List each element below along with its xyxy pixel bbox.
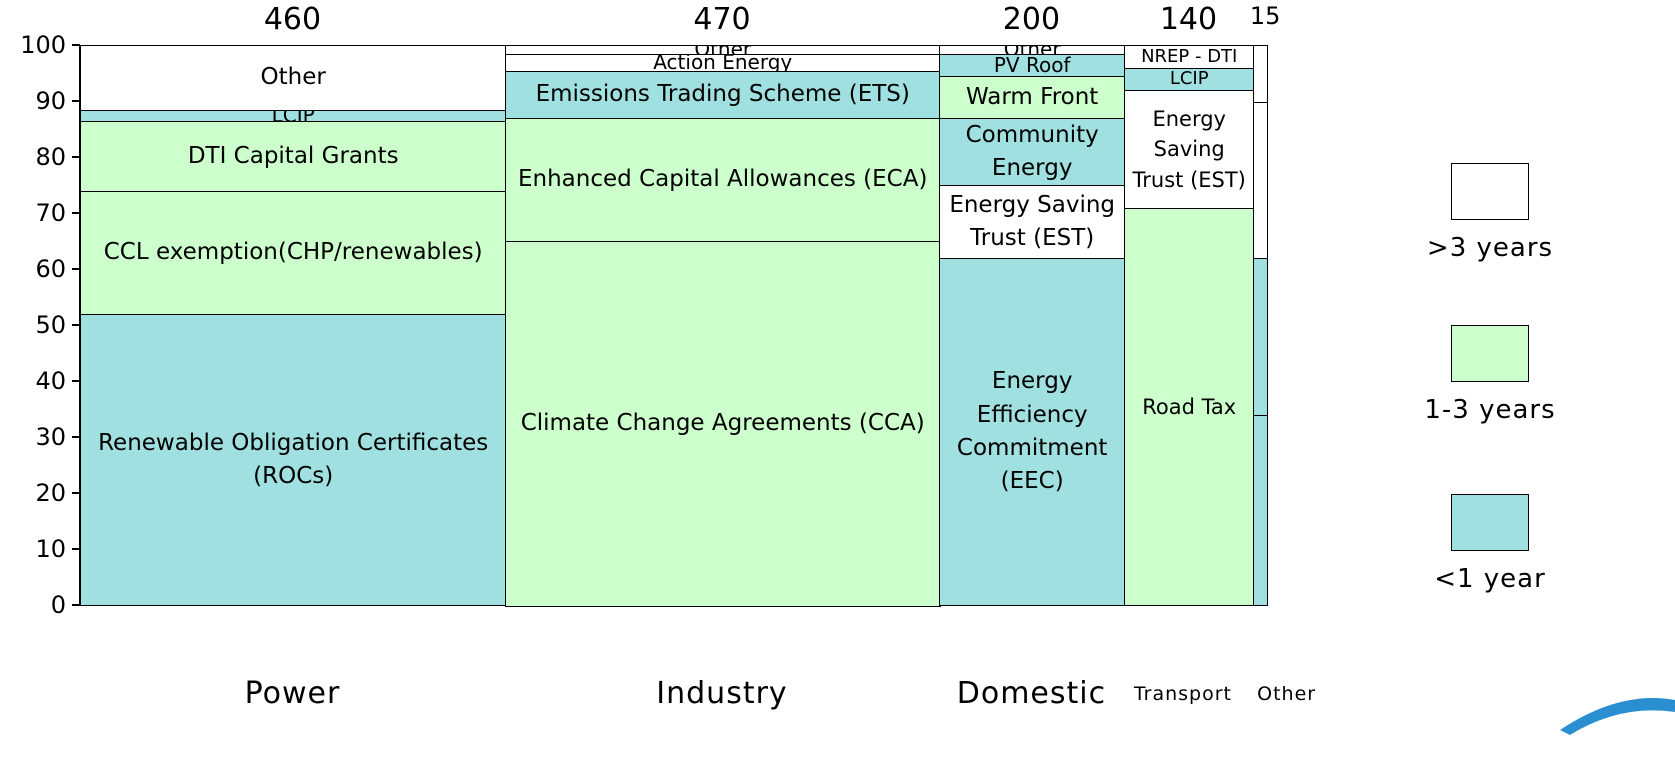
segment: Energy Saving Trust (EST) [939, 185, 1126, 260]
legend-label: <1 year [1434, 564, 1546, 594]
y-tick [72, 380, 80, 382]
segment: Warm Front [939, 75, 1126, 120]
column-label: Industry [656, 676, 788, 711]
segment: LCIP [1123, 67, 1255, 92]
segment: LCIP [80, 109, 507, 123]
segment: Action Energy [504, 53, 941, 72]
segment: Enhanced Capital Allowances (ECA) [504, 117, 941, 243]
y-tick-label: 100 [20, 31, 66, 59]
segment-label: Emissions Trading Scheme (ETS) [535, 81, 910, 108]
segment-label: Energy Saving Trust (EST) [1132, 106, 1246, 192]
y-tick [72, 44, 80, 46]
segment-label: Other [694, 46, 751, 54]
column-label: Domestic [956, 676, 1107, 711]
legend-swatch [1451, 163, 1529, 220]
segment [1253, 257, 1269, 417]
segment [1253, 45, 1269, 103]
y-tick-label: 20 [35, 479, 66, 507]
y-tick [72, 436, 80, 438]
y-tick [72, 156, 80, 158]
segment-label: LCIP [1169, 68, 1209, 90]
y-tick-label: 40 [35, 367, 66, 395]
y-tick [72, 492, 80, 494]
y-tick [72, 100, 80, 102]
y-tick-label: 80 [35, 143, 66, 171]
legend-label: >3 years [1426, 233, 1554, 263]
y-tick [72, 268, 80, 270]
column-width-label: 15 [1249, 2, 1281, 30]
y-tick [72, 548, 80, 550]
y-tick-label: 50 [35, 311, 66, 339]
y-tick [72, 212, 80, 214]
y-tick-label: 0 [50, 591, 66, 619]
segment-label: Other [260, 64, 326, 91]
segment: Energy Saving Trust (EST) [1123, 89, 1255, 209]
segment: CCL exemption(CHP/renewables) [80, 190, 507, 316]
segment-label: NREP - DTI [1141, 45, 1238, 67]
segment: Emissions Trading Scheme (ETS) [504, 70, 941, 120]
column-label: Transport [1133, 683, 1232, 705]
y-tick-label: 60 [35, 255, 66, 283]
column-label: Power [244, 676, 341, 711]
y-tick-label: 30 [35, 423, 66, 451]
logo [1560, 698, 1675, 735]
segment: NREP - DTI [1123, 45, 1255, 69]
legend-swatch [1451, 494, 1529, 551]
segment: Other [80, 45, 507, 111]
segment-label: Other [1004, 46, 1061, 54]
logo-swoosh [1560, 698, 1675, 735]
y-tick [72, 324, 80, 326]
segment-label: Enhanced Capital Allowances (ECA) [518, 166, 928, 193]
segment: Other [504, 45, 941, 55]
segment-label: Community Energy [965, 121, 1099, 182]
segment: Renewable Obligation Certificates (ROCs) [80, 313, 507, 607]
segment-label: Action Energy [653, 53, 793, 72]
segment-label: Climate Change Agreements (CCA) [520, 410, 925, 437]
legend-label: 1-3 years [1424, 395, 1556, 425]
segment-label: CCL exemption(CHP/renewables) [103, 239, 483, 266]
column-width-label: 140 [1159, 2, 1218, 37]
segment: Other [939, 45, 1126, 55]
y-tick [72, 604, 80, 606]
segment-label: Renewable Obligation Certificates (ROCs) [98, 429, 489, 490]
segment [1253, 101, 1269, 260]
column-width-label: 460 [263, 2, 322, 37]
segment: Energy Efficiency Commitment (EEC) [939, 257, 1126, 607]
segment-label: Energy Efficiency Commitment (EEC) [956, 368, 1108, 495]
y-tick-label: 70 [35, 199, 66, 227]
column-label: Other [1257, 683, 1317, 705]
segment: Community Energy [939, 117, 1126, 187]
segment-label: Warm Front [966, 83, 1099, 110]
y-tick-label: 10 [35, 535, 66, 563]
column-width-label: 200 [1002, 2, 1061, 37]
segment-label: PV Roof [993, 53, 1071, 77]
segment: PV Roof [939, 53, 1126, 78]
segment-label: LCIP [271, 109, 315, 123]
segment-label: DTI Capital Grants [187, 142, 399, 169]
legend-swatch [1451, 325, 1529, 382]
y-tick-label: 90 [35, 87, 66, 115]
segment-label: Energy Saving Trust (EST) [949, 191, 1116, 252]
segment: DTI Capital Grants [80, 120, 507, 193]
segment [1253, 414, 1269, 607]
segment: Road Tax [1123, 207, 1255, 607]
segment-label: Road Tax [1142, 394, 1237, 419]
segment: Climate Change Agreements (CCA) [504, 241, 941, 607]
column-width-label: 470 [693, 2, 751, 37]
